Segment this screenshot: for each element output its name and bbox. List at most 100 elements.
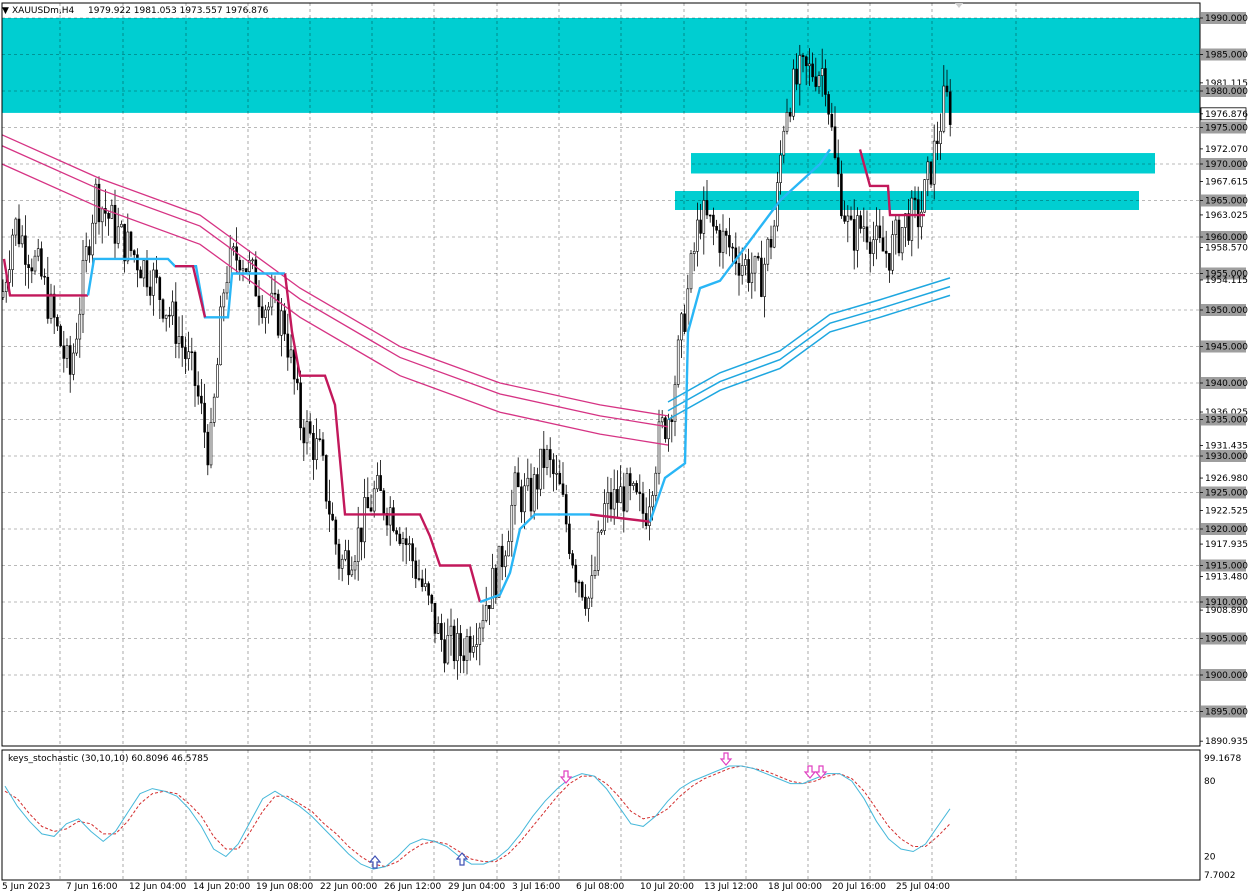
candle-body[interactable] — [782, 130, 786, 156]
candle-body[interactable] — [484, 604, 488, 621]
candle-body[interactable] — [923, 179, 926, 213]
candle-body[interactable] — [459, 633, 462, 657]
candle-body[interactable] — [68, 345, 72, 375]
candle-body[interactable] — [500, 545, 504, 568]
price-pane[interactable] — [1, 3, 1200, 746]
candle-body[interactable] — [347, 550, 350, 576]
candle-body[interactable] — [609, 492, 613, 510]
candle-body[interactable] — [100, 208, 104, 223]
candle-body[interactable] — [555, 472, 558, 475]
candle-body[interactable] — [744, 259, 747, 266]
candle-body[interactable] — [59, 325, 62, 347]
supply-demand-zone[interactable] — [675, 191, 1139, 210]
candle-body[interactable] — [84, 246, 88, 261]
candle-body[interactable] — [945, 85, 949, 93]
candle-body[interactable] — [865, 226, 869, 243]
candle-body[interactable] — [30, 267, 34, 272]
candle-body[interactable] — [939, 130, 942, 145]
candle-body[interactable] — [692, 251, 696, 254]
candle-body[interactable] — [632, 483, 635, 486]
candle-body[interactable] — [148, 286, 152, 296]
candle-body[interactable] — [244, 268, 248, 272]
candle-body[interactable] — [8, 269, 11, 283]
candle-body[interactable] — [942, 85, 946, 132]
candle-body[interactable] — [836, 157, 840, 175]
candle-body[interactable] — [564, 494, 568, 525]
candle-body[interactable] — [350, 569, 354, 576]
candle-body[interactable] — [180, 336, 184, 348]
sell-arrow-icon[interactable] — [814, 765, 828, 779]
candle-body[interactable] — [20, 235, 24, 245]
candle-body[interactable] — [612, 489, 616, 510]
candle-body[interactable] — [900, 227, 904, 254]
candle-body[interactable] — [81, 259, 85, 315]
candle-body[interactable] — [216, 364, 219, 398]
candle-body[interactable] — [136, 254, 139, 271]
candle-body[interactable] — [200, 395, 203, 404]
candle-body[interactable] — [193, 351, 197, 386]
candle-body[interactable] — [187, 351, 190, 359]
candle-body[interactable] — [638, 491, 642, 494]
candle-body[interactable] — [49, 293, 53, 319]
candle-body[interactable] — [670, 419, 674, 422]
candle-body[interactable] — [884, 250, 888, 254]
candle-body[interactable] — [24, 235, 27, 265]
candle-body[interactable] — [40, 248, 43, 277]
candle-body[interactable] — [404, 538, 408, 546]
candle-body[interactable] — [654, 472, 658, 496]
candle-body[interactable] — [257, 295, 261, 308]
candle-body[interactable] — [926, 161, 930, 180]
candle-body[interactable] — [184, 347, 187, 359]
candle-body[interactable] — [936, 140, 939, 145]
candle-body[interactable] — [811, 63, 814, 78]
candle-body[interactable] — [641, 493, 645, 514]
candle-body[interactable] — [888, 253, 891, 271]
candle-body[interactable] — [664, 417, 667, 440]
candle-body[interactable] — [948, 91, 952, 125]
candle-body[interactable] — [587, 597, 590, 609]
candle-body[interactable] — [475, 644, 478, 647]
candle-body[interactable] — [516, 472, 520, 488]
candle-body[interactable] — [708, 214, 712, 217]
candle-body[interactable] — [209, 422, 213, 466]
candle-body[interactable] — [107, 213, 110, 219]
candle-body[interactable] — [321, 439, 325, 456]
candle-body[interactable] — [344, 550, 347, 560]
candle-body[interactable] — [72, 352, 75, 375]
candle-body[interactable] — [862, 226, 866, 229]
candle-body[interactable] — [446, 635, 450, 664]
candle-body[interactable] — [491, 567, 494, 609]
candle-body[interactable] — [472, 646, 475, 653]
candle-body[interactable] — [369, 507, 373, 512]
candle-body[interactable] — [792, 68, 795, 117]
candle-body[interactable] — [600, 530, 603, 533]
candle-body[interactable] — [324, 455, 328, 502]
candle-body[interactable] — [145, 260, 149, 288]
candle-body[interactable] — [468, 636, 472, 653]
candle-body[interactable] — [363, 497, 366, 543]
candle-body[interactable] — [427, 583, 430, 596]
candle-body[interactable] — [766, 238, 770, 265]
candle-body[interactable] — [238, 259, 242, 271]
candle-body[interactable] — [788, 112, 792, 117]
candle-body[interactable] — [251, 259, 254, 262]
candle-body[interactable] — [856, 215, 859, 251]
candle-body[interactable] — [657, 421, 661, 474]
candle-body[interactable] — [52, 293, 56, 318]
candle-body[interactable] — [820, 68, 824, 76]
candle-body[interactable] — [561, 483, 565, 495]
shift-marker-icon[interactable] — [955, 3, 963, 8]
candle-body[interactable] — [545, 449, 549, 468]
candle-body[interactable] — [318, 438, 322, 440]
candle-body[interactable] — [299, 382, 302, 429]
candle-body[interactable] — [232, 246, 235, 249]
candle-body[interactable] — [260, 306, 264, 318]
candle-body[interactable] — [388, 507, 392, 526]
candle-body[interactable] — [161, 299, 165, 319]
candle-body[interactable] — [296, 378, 299, 384]
candle-body[interactable] — [97, 183, 101, 223]
candle-body[interactable] — [155, 269, 158, 278]
candle-body[interactable] — [504, 555, 507, 568]
candle-body[interactable] — [593, 570, 597, 577]
candle-body[interactable] — [171, 301, 174, 317]
